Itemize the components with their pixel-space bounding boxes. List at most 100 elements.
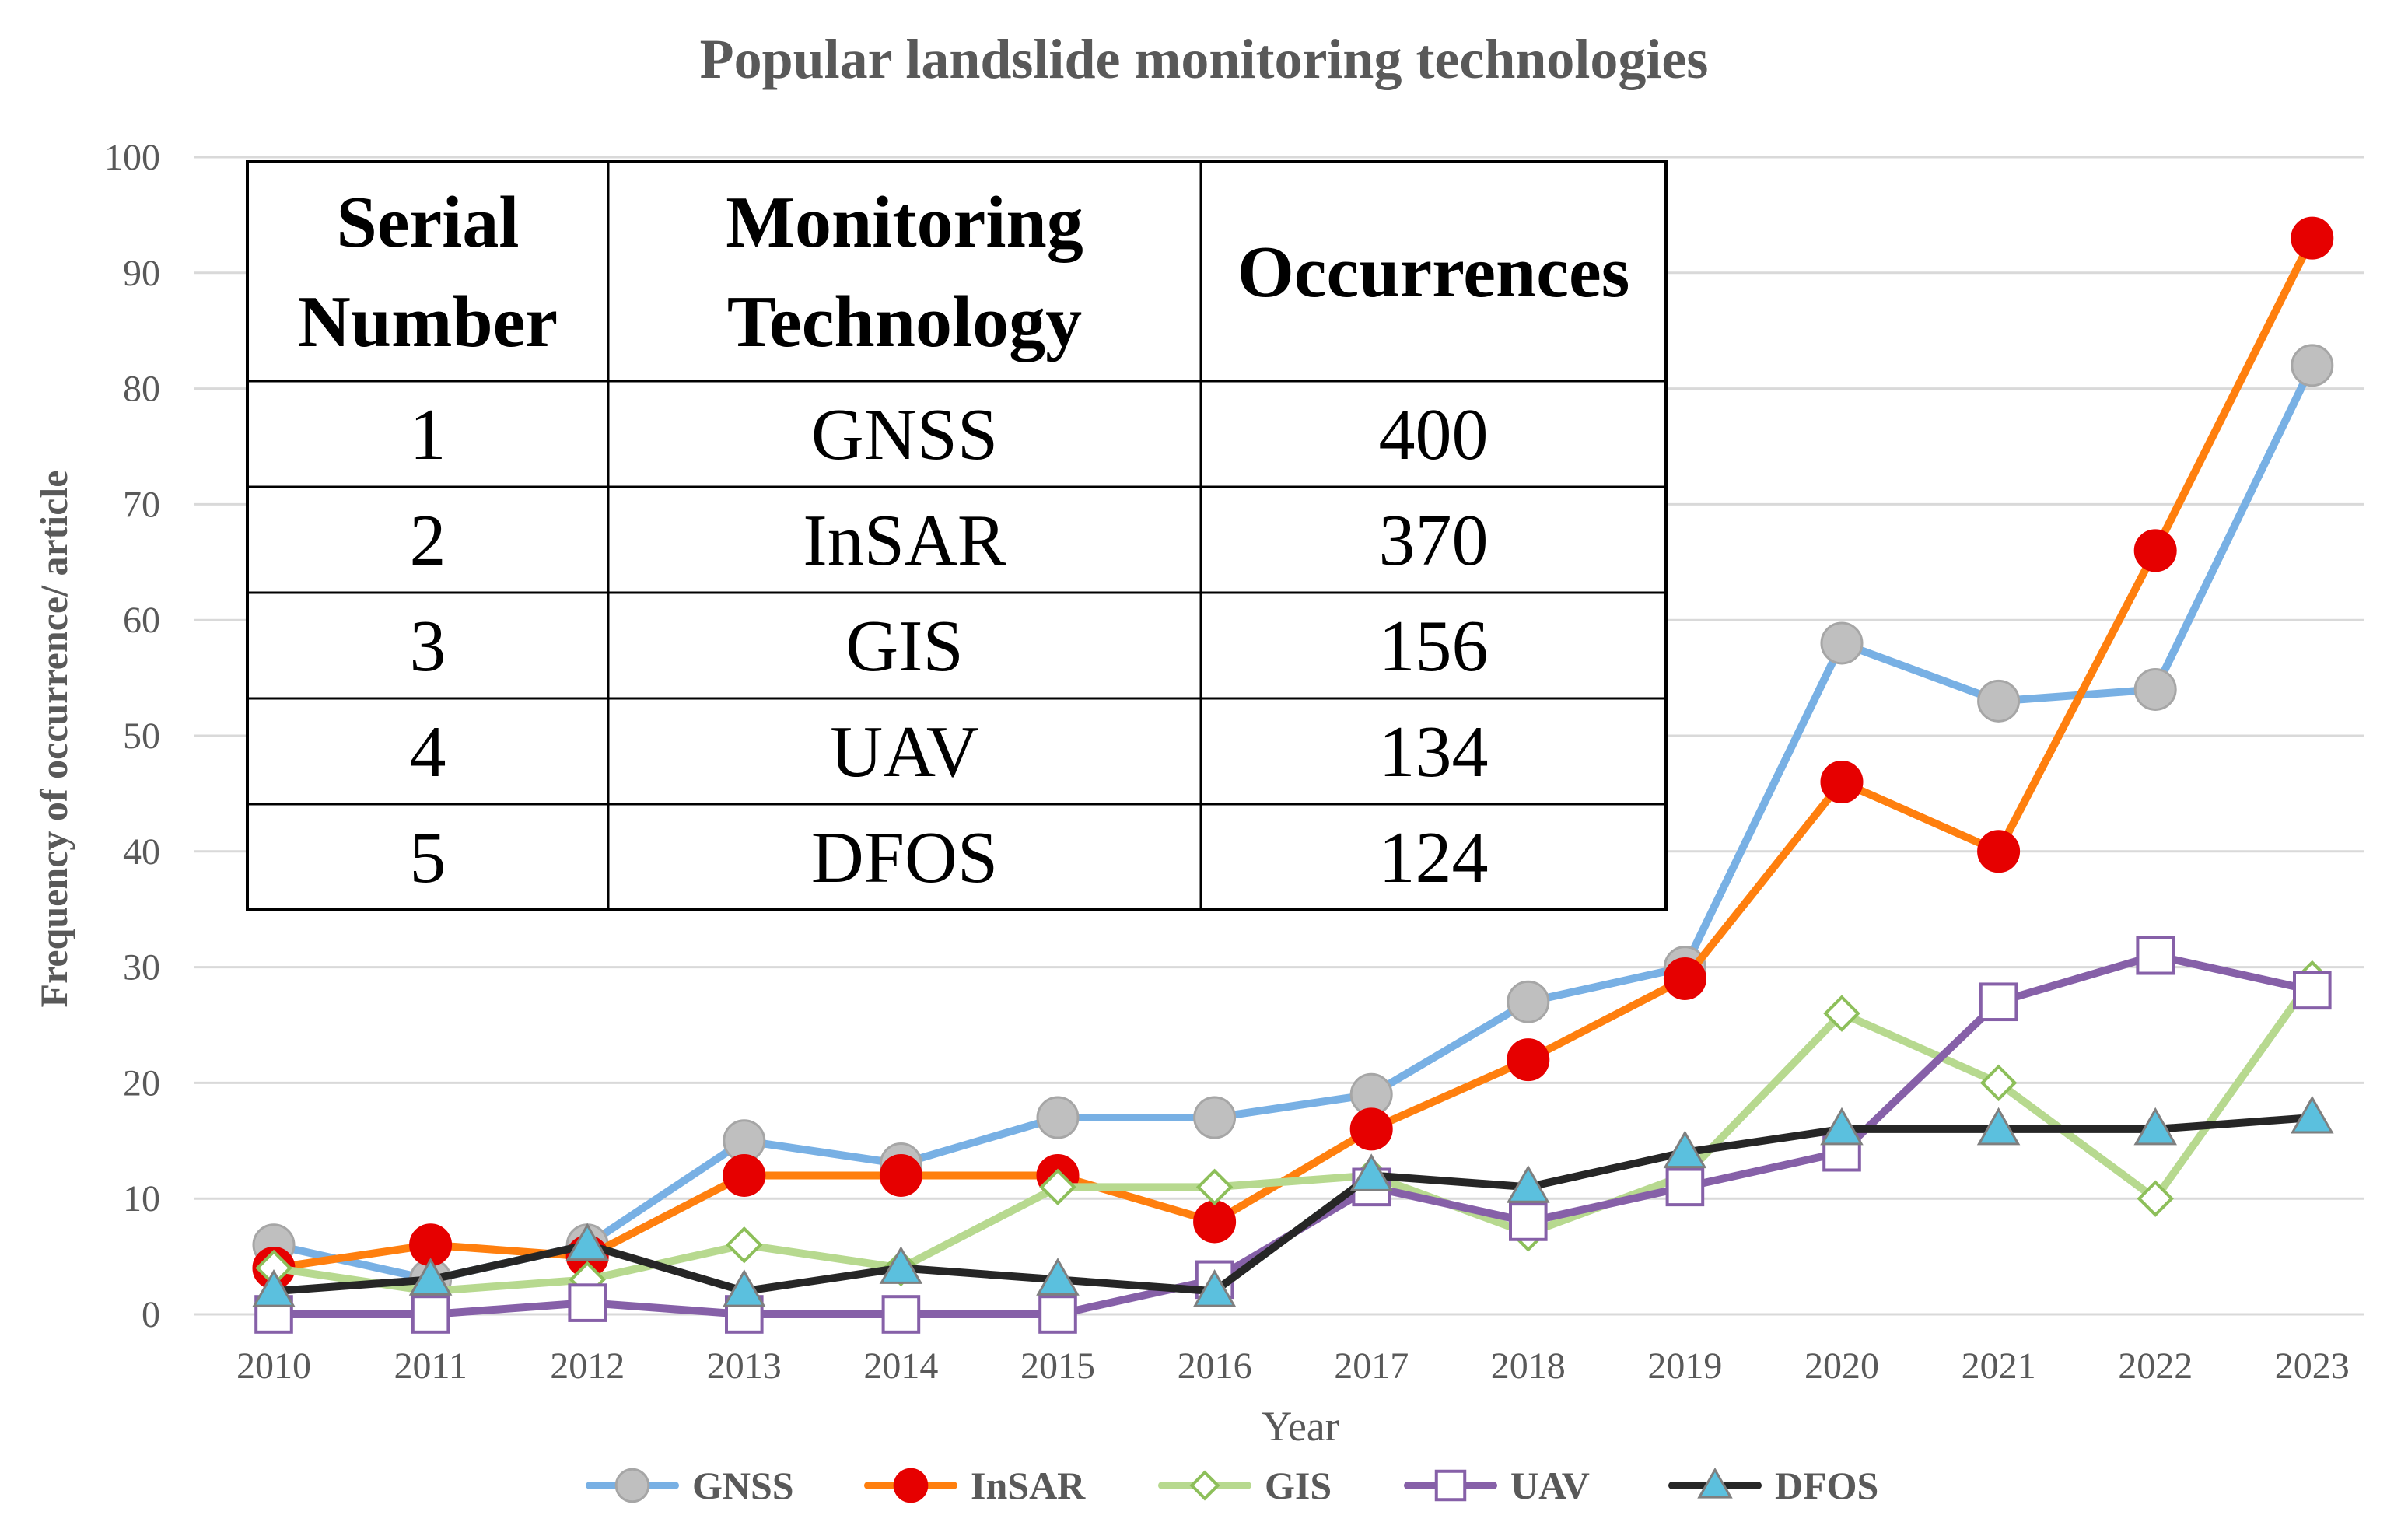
- x-axis-label: Year: [1262, 1403, 1339, 1450]
- data-point-uav: [1979, 982, 2018, 1022]
- series-line-dfos: [270, 1114, 2316, 1296]
- table-cell: InSAR: [803, 500, 1006, 581]
- data-point-insar: [1193, 1200, 1237, 1244]
- data-point-gnss: [2133, 667, 2177, 711]
- legend-label: InSAR: [971, 1464, 1086, 1507]
- y-tick-label: 40: [123, 831, 160, 873]
- x-tick-label: 2011: [394, 1345, 467, 1387]
- table-cell: 370: [1379, 500, 1489, 581]
- y-tick-label: 90: [123, 253, 160, 294]
- y-tick-label: 20: [123, 1062, 160, 1104]
- legend-label: GNSS: [692, 1464, 794, 1507]
- data-point-insar: [723, 1153, 766, 1197]
- series-lines: [252, 216, 2334, 1334]
- data-point-uav: [881, 1295, 921, 1334]
- data-point-dfos: [1663, 1130, 1707, 1169]
- series-line-gnss: [270, 361, 2316, 1284]
- x-tick-label: 2012: [550, 1345, 625, 1387]
- data-point-gnss: [1507, 980, 1550, 1023]
- data-point-gis: [2137, 1180, 2174, 1217]
- x-axis-ticks: 2010 2011 2012 2013 2014 2015 2016 2017 2018 2019…: [236, 1345, 2350, 1387]
- data-point-uav: [2293, 971, 2332, 1010]
- table-cell: 134: [1379, 712, 1489, 792]
- y-tick-label: 30: [123, 947, 160, 988]
- data-point-gnss: [1820, 621, 1864, 665]
- data-point-dfos: [252, 1269, 296, 1307]
- data-point-uav: [1665, 1167, 1705, 1207]
- series-line-insar: [270, 234, 2316, 1272]
- legend-swatch-marker: [1697, 1467, 1733, 1499]
- data-point-uav: [1509, 1202, 1548, 1241]
- legend-item-uav: UAV: [1404, 1464, 1590, 1507]
- y-tick-label: 80: [123, 369, 160, 410]
- x-tick-label: 2018: [1491, 1345, 1566, 1387]
- data-point-dfos: [2133, 1107, 2177, 1146]
- y-tick-label: 60: [123, 600, 160, 641]
- y-tick-label: 70: [123, 484, 160, 525]
- y-tick-label: 50: [123, 716, 160, 757]
- table-header-cell: Number: [298, 282, 558, 362]
- legend: GNSS InSAR GIS UAV DFOS: [586, 1464, 1878, 1507]
- table-header-cell: Monitoring: [726, 182, 1083, 263]
- table-cell: 400: [1379, 394, 1489, 475]
- x-tick-label: 2010: [236, 1345, 311, 1387]
- data-point-insar: [1820, 761, 1864, 804]
- data-point-gnss: [1193, 1096, 1237, 1139]
- series-line-gis: [270, 974, 2316, 1296]
- data-point-uav: [568, 1283, 607, 1322]
- data-point-dfos: [1192, 1269, 1237, 1307]
- data-point-gis: [1039, 1168, 1076, 1206]
- table-header-cell: Serial: [337, 182, 520, 263]
- table-cell: 124: [1379, 817, 1489, 898]
- x-tick-label: 2022: [2118, 1345, 2193, 1387]
- data-point-insar: [1977, 830, 2021, 873]
- data-point-gis: [1979, 1064, 2018, 1102]
- data-point-dfos: [565, 1223, 609, 1261]
- x-tick-label: 2016: [1178, 1345, 1252, 1387]
- legend-swatch-marker: [1189, 1470, 1220, 1501]
- data-point-insar: [2291, 216, 2334, 260]
- data-point-dfos: [1036, 1258, 1080, 1296]
- data-point-insar: [1663, 957, 1706, 1000]
- legend-label: GIS: [1265, 1464, 1332, 1507]
- legend-item-dfos: DFOS: [1668, 1464, 1878, 1507]
- data-point-gnss: [1036, 1096, 1080, 1139]
- table-cell: GIS: [845, 606, 963, 687]
- data-point-dfos: [408, 1258, 453, 1296]
- data-point-gis: [1195, 1168, 1234, 1206]
- y-axis-ticks: 0 10 20 30 40 50 60 70 80 90 100: [104, 137, 160, 1335]
- data-point-dfos: [723, 1269, 766, 1307]
- legend-swatch-marker: [1434, 1469, 1467, 1502]
- data-point-gnss: [2291, 344, 2334, 387]
- data-point-insar: [1349, 1107, 1393, 1151]
- data-point-uav: [2136, 936, 2175, 975]
- x-tick-label: 2023: [2275, 1345, 2350, 1387]
- y-tick-label: 100: [104, 137, 160, 178]
- legend-swatch-marker: [893, 1468, 929, 1503]
- table-cell: 1: [410, 394, 446, 475]
- table-cell: 2: [410, 500, 446, 581]
- legend-swatch-marker: [614, 1468, 650, 1503]
- legend-item-gis: GIS: [1158, 1464, 1332, 1507]
- y-tick-label: 0: [142, 1294, 160, 1335]
- table-cell: 3: [410, 606, 446, 687]
- table-header-cell: Occurrences: [1237, 232, 1630, 313]
- table-cell: 156: [1379, 606, 1489, 687]
- x-tick-label: 2020: [1804, 1345, 1879, 1387]
- x-tick-label: 2015: [1020, 1345, 1095, 1387]
- x-tick-label: 2013: [707, 1345, 782, 1387]
- data-point-dfos: [1507, 1165, 1550, 1203]
- data-point-insar: [879, 1153, 922, 1197]
- table-cell: 5: [410, 817, 446, 898]
- table-cell: GNSS: [811, 394, 998, 475]
- data-point-gnss: [1977, 679, 2021, 723]
- series-dfos: [252, 1095, 2334, 1307]
- x-tick-label: 2021: [1962, 1345, 2036, 1387]
- table-header-cell: Technology: [727, 282, 1082, 362]
- occurrence-table: Serial Number Monitoring Technology Occurren…: [246, 160, 1668, 911]
- y-axis-label: Frequency of occurrence/ article: [32, 471, 75, 1008]
- data-point-uav: [1038, 1295, 1077, 1334]
- data-point-dfos: [1820, 1107, 1864, 1146]
